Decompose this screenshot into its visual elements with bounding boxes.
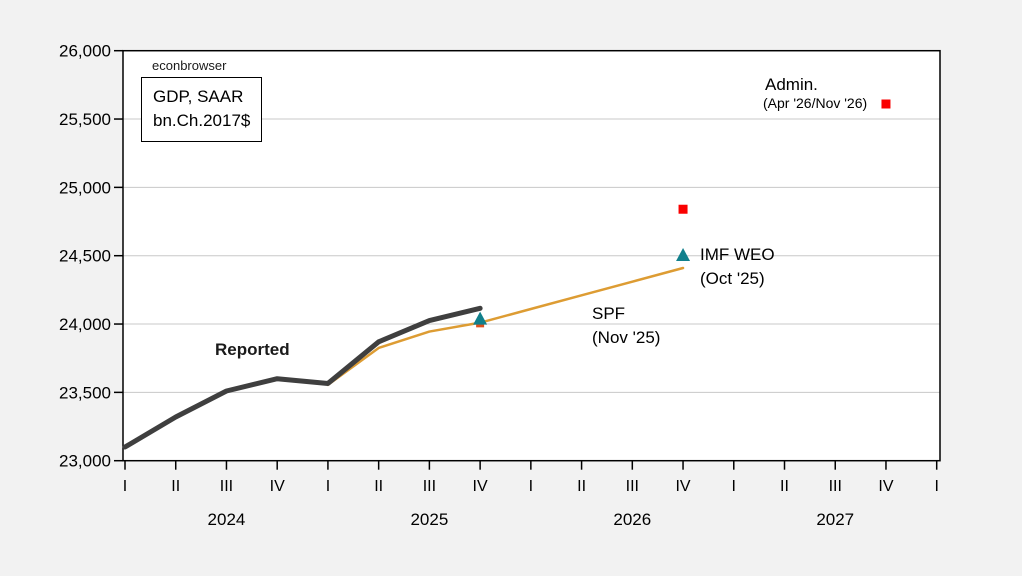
y-tick-label: 24,500	[59, 247, 111, 266]
year-label: 2026	[613, 510, 651, 529]
x-tick-label: IV	[473, 478, 488, 495]
imf-weo-series-label: IMF WEO (Oct '25)	[700, 243, 775, 291]
y-tick-label: 24,000	[59, 315, 111, 334]
reported-series-label: Reported	[215, 340, 290, 359]
spf-nov-25--line	[326, 266, 685, 387]
x-tick-label: II	[171, 478, 180, 495]
y-tick-label: 23,000	[59, 452, 111, 471]
x-tick-label: III	[423, 478, 436, 495]
spf-series-label: SPF (Nov '25)	[592, 302, 660, 350]
admin-apr-26-nov-26--marker	[678, 204, 688, 214]
plot-frame	[122, 49, 941, 462]
y-tick-label: 25,500	[59, 110, 111, 129]
spf-label-line-2: (Nov '25)	[592, 328, 661, 347]
x-tick-label: IV	[878, 478, 893, 495]
econbrowser-watermark: econbrowser	[152, 58, 227, 73]
chart-title-box: GDP, SAAR bn.Ch.2017$	[141, 77, 263, 142]
x-tick-label: I	[934, 478, 938, 495]
y-tick-label: 25,000	[59, 178, 111, 197]
x-tick-label: I	[732, 478, 736, 495]
imf-weo-oct-25--marker	[676, 248, 691, 262]
x-tick-label: II	[780, 478, 789, 495]
x-tick-label: I	[326, 478, 330, 495]
x-tick-label: I	[529, 478, 533, 495]
year-label: 2027	[816, 510, 854, 529]
year-label: 2025	[410, 510, 448, 529]
y-tick-label: 23,500	[59, 383, 111, 402]
x-tick-label: II	[577, 478, 586, 495]
x-tick-label: III	[626, 478, 639, 495]
admin-label-line-2: (Apr '26/Nov '26)	[763, 95, 868, 111]
year-label: 2024	[208, 510, 246, 529]
y-tick-label: 26,000	[59, 42, 111, 61]
imf-weo-oct-25--marker	[473, 311, 488, 325]
spf-label-line-1: SPF	[592, 304, 626, 323]
x-tick-label: III	[829, 478, 842, 495]
imf-label-line-2: (Oct '25)	[700, 269, 765, 288]
x-tick-label: IV	[270, 478, 285, 495]
x-tick-label: I	[123, 478, 127, 495]
title-line-1: GDP, SAAR	[153, 87, 244, 106]
admin-series-label: Admin. (Apr '26/Nov '26)	[763, 74, 867, 112]
x-tick-label: III	[220, 478, 233, 495]
x-tick-label: IV	[675, 478, 690, 495]
admin-apr-26-nov-26--marker	[881, 99, 891, 109]
imf-label-line-1: IMF WEO	[700, 245, 775, 264]
reported-line	[122, 305, 483, 450]
x-tick-label: II	[374, 478, 383, 495]
title-line-2: bn.Ch.2017$	[153, 111, 251, 130]
admin-label-line-1: Admin.	[765, 75, 818, 94]
